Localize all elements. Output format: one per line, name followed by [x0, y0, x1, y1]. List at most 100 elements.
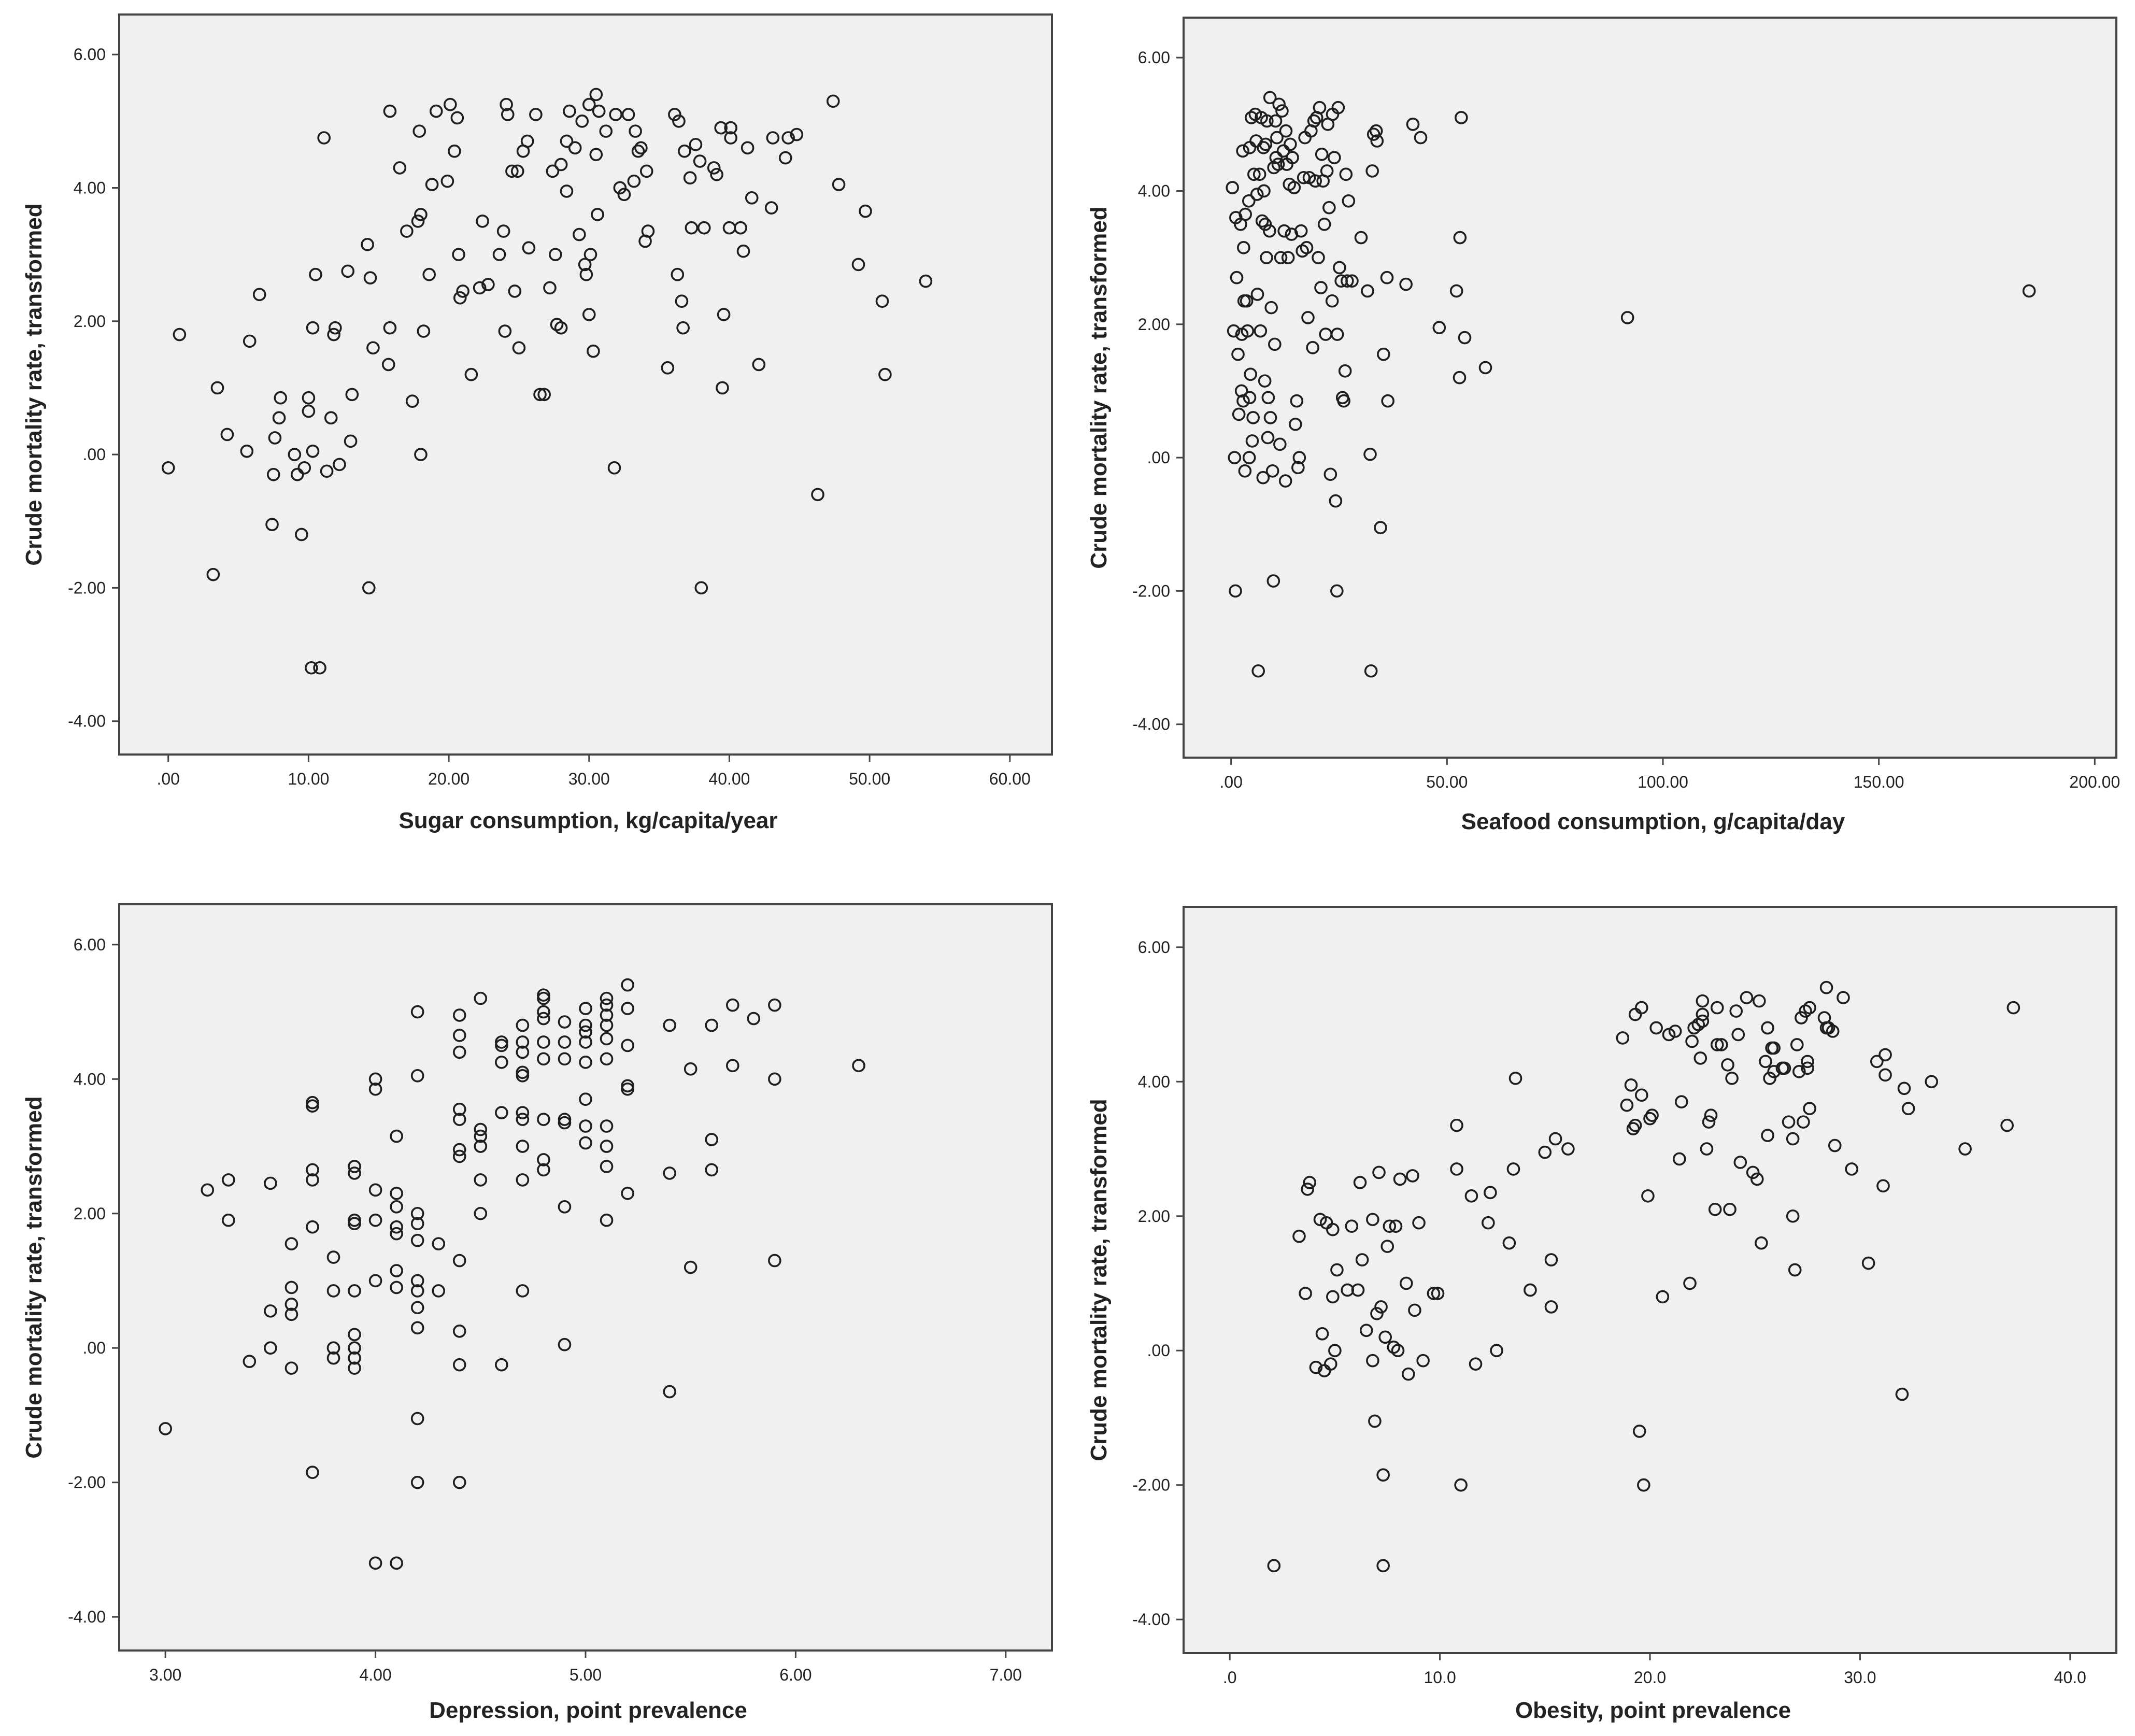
obesity-data-point: [1484, 1186, 1497, 1200]
depression-data-point: [410, 1069, 424, 1083]
obesity-data-point: [1761, 1129, 1774, 1142]
depression-x-tick-label: 6.00: [779, 1666, 812, 1684]
seafood-data-point: [1294, 224, 1308, 238]
sugar-data-point: [501, 108, 515, 121]
obesity-data-point: [1740, 991, 1754, 1004]
obesity-data-point: [1777, 1061, 1791, 1075]
seafood-data-point: [1328, 151, 1341, 164]
seafood-data-point: [1246, 411, 1260, 424]
obesity-y-tick-label: 4.00: [1138, 1072, 1170, 1091]
obesity-data-point: [1368, 1414, 1382, 1428]
seafood-data-point: [1239, 207, 1252, 221]
depression-data-point: [306, 1099, 319, 1113]
sugar-data-point: [764, 201, 778, 215]
depression-data-point: [600, 1160, 614, 1173]
depression-data-point: [410, 1233, 424, 1247]
seafood-data-point: [1226, 181, 1239, 194]
obesity-data-point: [1755, 1236, 1768, 1250]
obesity-points: [1267, 980, 2020, 1573]
depression-data-point: [264, 1176, 277, 1190]
obesity-data-point: [1696, 1007, 1710, 1021]
sugar-data-point: [306, 444, 320, 458]
obesity-data-point: [1351, 1283, 1365, 1297]
obesity-data-point: [1645, 1108, 1659, 1122]
obesity-y-axis-title: Crude mortality rate, transformed: [1086, 1099, 1112, 1461]
sugar-data-point: [617, 188, 631, 202]
sugar-data-point: [362, 581, 376, 595]
obesity-data-point: [1355, 1253, 1369, 1267]
sugar-data-point: [464, 367, 478, 381]
seafood-data-point: [1308, 174, 1322, 188]
seafood-data-point: [1399, 277, 1413, 291]
sugar-data-point: [582, 97, 596, 111]
sugar-data-point: [383, 321, 397, 335]
obesity-data-point: [1675, 1095, 1688, 1109]
depression-data-point: [705, 1133, 719, 1146]
seafood-scatter-panel: .00 50.00 100.00 150.00 200.00 -4.00 -2.00 .00 2…: [1086, 17, 2120, 834]
sugar-data-point: [290, 467, 304, 481]
sugar-data-point: [724, 131, 737, 145]
depression-data-point: [368, 1556, 382, 1570]
seafood-data-point: [1242, 194, 1256, 208]
seafood-data-point: [1478, 361, 1492, 375]
seafood-data-point: [1337, 394, 1350, 408]
sugar-data-point: [512, 341, 526, 355]
obesity-data-point: [1544, 1300, 1558, 1314]
obesity-data-point: [1708, 1202, 1722, 1216]
depression-data-point: [474, 1122, 488, 1136]
sugar-data-point: [268, 431, 282, 445]
sugar-data-point: [591, 208, 604, 221]
obesity-data-point: [1450, 1118, 1463, 1132]
obesity-data-point: [1406, 1169, 1419, 1183]
obesity-data-point: [1376, 1559, 1390, 1573]
seafood-data-point: [1365, 164, 1379, 178]
obesity-data-point: [1723, 1202, 1737, 1216]
sugar-y-tick-label: -4.00: [68, 712, 106, 731]
depression-data-point: [390, 1187, 403, 1200]
depression-data-point: [663, 1018, 676, 1032]
sugar-data-point: [631, 144, 645, 158]
depression-data-point: [747, 1012, 761, 1026]
sugar-data-point: [629, 124, 642, 138]
seafood-data-point: [1292, 451, 1306, 464]
depression-data-point: [495, 1038, 508, 1052]
depression-y-tick-label: 6.00: [74, 935, 106, 954]
depression-data-point: [306, 1465, 319, 1479]
sugar-data-point: [589, 148, 603, 161]
obesity-data-point: [1725, 1072, 1739, 1085]
obesity-data-point: [1828, 1139, 1842, 1152]
sugar-data-point: [672, 115, 686, 128]
sugar-data-point: [481, 278, 495, 291]
depression-data-point: [537, 1035, 550, 1049]
seafood-data-point: [1232, 407, 1246, 421]
obesity-data-point: [1616, 1031, 1630, 1045]
obesity-data-point: [1637, 1478, 1650, 1492]
sugar-data-point: [173, 328, 187, 341]
depression-data-point: [537, 991, 550, 1005]
depression-data-point: [537, 1012, 550, 1026]
sugar-data-point: [675, 294, 689, 308]
seafood-data-point: [1230, 271, 1244, 284]
depression-data-point: [621, 978, 634, 992]
sugar-data-point: [313, 661, 326, 675]
sugar-data-point: [496, 224, 510, 238]
seafood-data-point: [1254, 324, 1268, 338]
obesity-data-point: [1753, 994, 1766, 1008]
sugar-y-tick-label: 2.00: [74, 312, 106, 331]
depression-data-point: [390, 1220, 403, 1234]
depression-data-point: [284, 1361, 298, 1375]
sugar-data-point: [320, 464, 334, 478]
obesity-data-point: [1759, 1055, 1772, 1069]
obesity-data-point: [1704, 1108, 1718, 1122]
obesity-data-point: [1729, 1004, 1743, 1018]
depression-data-point: [284, 1280, 298, 1294]
sugar-data-point: [741, 141, 755, 155]
obesity-data-point: [1634, 1001, 1648, 1015]
depression-data-point: [621, 1038, 634, 1052]
obesity-data-point: [1792, 1065, 1806, 1078]
obesity-data-point: [1399, 1276, 1413, 1290]
depression-data-point: [537, 1113, 550, 1126]
seafood-data-point: [1244, 367, 1257, 381]
sugar-data-point: [587, 344, 600, 358]
obesity-data-point: [1901, 1102, 1915, 1115]
